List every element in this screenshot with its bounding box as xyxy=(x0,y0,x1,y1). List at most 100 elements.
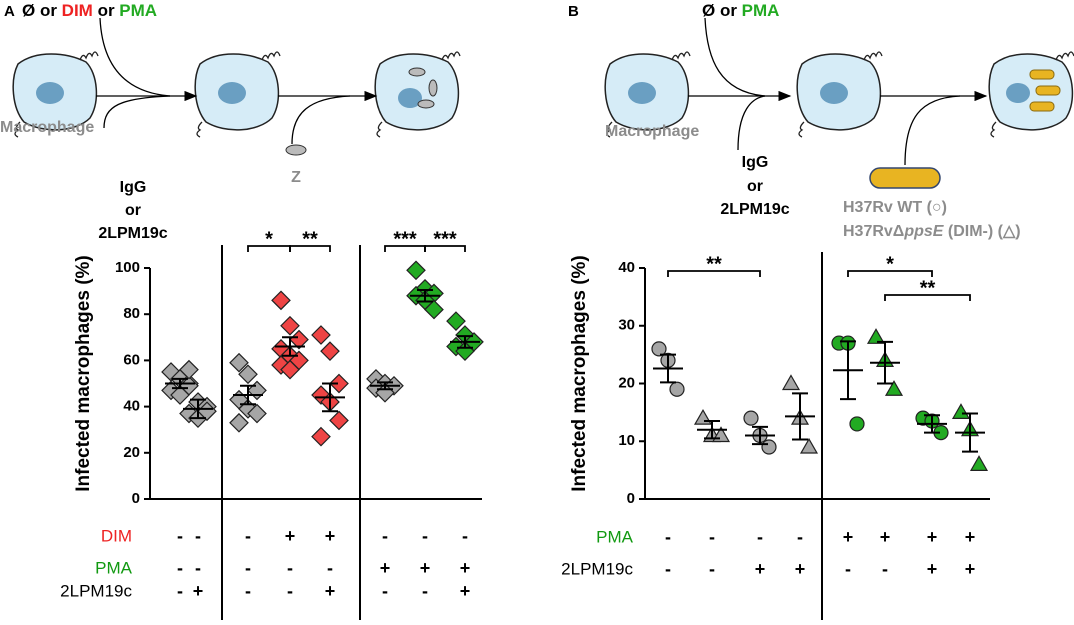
condition-mark: + xyxy=(460,558,471,578)
data-point xyxy=(406,260,426,281)
condition-mark: - xyxy=(665,527,671,547)
y-tick-label: 20 xyxy=(123,444,140,461)
data-point xyxy=(761,439,777,455)
data-point xyxy=(969,455,989,471)
significance-label: *** xyxy=(433,228,457,250)
nucleus xyxy=(628,82,656,104)
cell-label: Macrophage xyxy=(605,123,699,140)
condition-mark: - xyxy=(287,581,293,601)
treatment-label: Ø or PMA xyxy=(702,1,779,20)
condition-mark: - xyxy=(797,527,803,547)
condition-mark: - xyxy=(327,558,333,578)
strain-label: H37RvΔppsE (DIM-) (△) xyxy=(843,223,1021,240)
condition-mark: + xyxy=(325,581,336,601)
sem-bar xyxy=(840,340,856,401)
condition-mark: - xyxy=(245,526,251,546)
data-point xyxy=(311,325,331,345)
data-point xyxy=(311,426,331,447)
significance-label: ** xyxy=(920,277,936,299)
condition-mark: + xyxy=(927,527,938,547)
y-tick-label: 20 xyxy=(618,374,635,391)
particles xyxy=(408,67,438,109)
data-point xyxy=(320,341,340,362)
condition-mark: - xyxy=(177,558,183,578)
condition-mark: - xyxy=(665,559,671,579)
condition-mark: + xyxy=(965,527,976,547)
significance-label: * xyxy=(886,253,894,275)
data-point xyxy=(884,380,904,396)
significance-bracket xyxy=(289,245,331,252)
condition-label: PMA xyxy=(596,527,634,546)
nucleus xyxy=(1006,83,1030,103)
text-part: Ø or xyxy=(22,1,62,20)
panel-label: B xyxy=(568,3,579,20)
sem-bar xyxy=(962,412,978,453)
cell-label: Macrophage xyxy=(0,119,94,136)
sem-bar xyxy=(190,398,206,420)
text-part: ppsE xyxy=(903,223,944,240)
sem-bar xyxy=(792,392,808,441)
data-point xyxy=(651,341,667,357)
text-part: or xyxy=(93,1,119,20)
condition-mark: - xyxy=(422,581,428,601)
data-point xyxy=(951,403,971,419)
particle-label: Z xyxy=(291,169,301,186)
y-tick-label: 40 xyxy=(123,398,140,415)
text-part: H37RvΔ xyxy=(843,223,904,240)
sem-bar xyxy=(704,420,720,440)
y-tick-label: 30 xyxy=(618,317,635,334)
antibody-label: or xyxy=(747,178,763,195)
condition-mark: + xyxy=(927,559,938,579)
condition-mark: + xyxy=(380,558,391,578)
text-part: DIM xyxy=(62,1,93,20)
condition-mark: - xyxy=(195,558,201,578)
sem-bar xyxy=(877,340,893,385)
condition-mark: - xyxy=(845,559,851,579)
condition-mark: + xyxy=(193,581,204,601)
antibody-label: 2LPM19c xyxy=(720,201,789,218)
antibody-label: IgG xyxy=(120,179,147,196)
text-part: PMA xyxy=(742,1,780,20)
data-point xyxy=(446,311,466,331)
data-point xyxy=(781,374,801,391)
data-point xyxy=(693,408,713,425)
condition-mark: - xyxy=(422,526,428,546)
antibody-label: or xyxy=(125,202,141,219)
condition-mark: + xyxy=(420,558,431,578)
data-point xyxy=(247,380,267,401)
sem-bar xyxy=(282,336,298,357)
treatment-label: Ø or DIM or PMA xyxy=(22,1,157,20)
text-part: (DIM-) (△) xyxy=(943,223,1020,240)
condition-mark: - xyxy=(882,559,888,579)
text-part: H37Rv WT (○) xyxy=(843,199,947,216)
antibody-label: IgG xyxy=(742,154,769,171)
data-point xyxy=(329,373,349,394)
data-point xyxy=(329,410,349,431)
condition-mark: + xyxy=(325,526,336,546)
y-tick-label: 60 xyxy=(123,351,140,368)
y-tick-label: 100 xyxy=(115,259,140,276)
condition-mark: - xyxy=(757,527,763,547)
data-point xyxy=(743,410,759,426)
significance-bracket xyxy=(667,270,761,277)
y-tick-label: 80 xyxy=(123,305,140,322)
condition-mark: - xyxy=(382,581,388,601)
sem-bar xyxy=(924,414,940,434)
condition-label: DIM xyxy=(101,526,132,545)
condition-mark: + xyxy=(880,527,891,547)
particle xyxy=(285,144,307,156)
condition-mark: - xyxy=(709,527,715,547)
data-point xyxy=(424,299,444,320)
condition-mark: + xyxy=(285,526,296,546)
condition-mark: + xyxy=(460,581,471,601)
significance-label: * xyxy=(265,228,273,250)
condition-mark: + xyxy=(795,559,806,579)
panel-label: A xyxy=(4,3,15,20)
data-point xyxy=(799,437,819,454)
condition-mark: - xyxy=(195,526,201,546)
condition-mark: + xyxy=(755,559,766,579)
significance-label: ** xyxy=(706,253,722,275)
text-part: Ø or xyxy=(702,1,742,20)
condition-label: PMA xyxy=(95,558,133,577)
